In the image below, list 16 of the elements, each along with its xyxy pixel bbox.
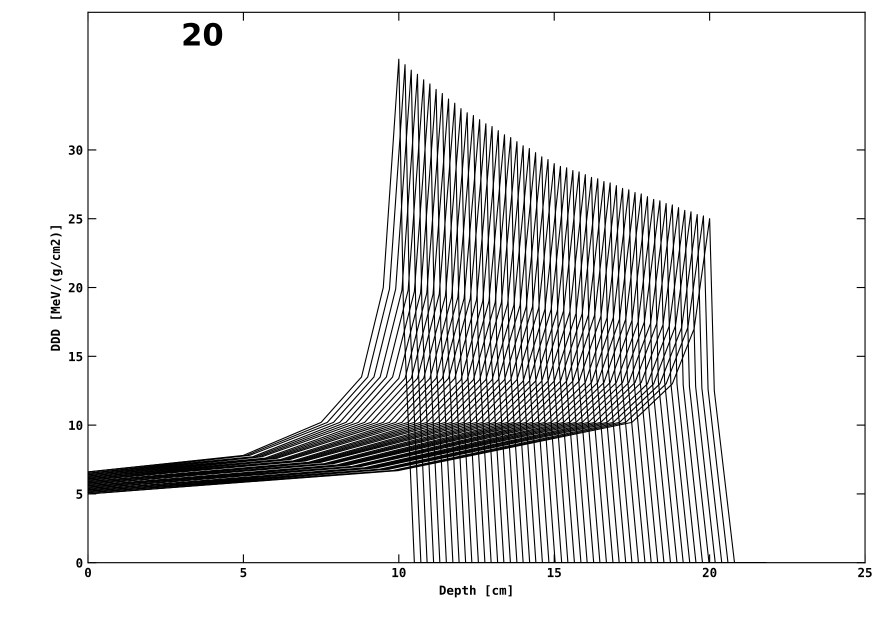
x-tick-label: 10	[392, 568, 406, 578]
y-tick-label: 20	[68, 282, 82, 292]
y-tick-label: 10	[69, 420, 82, 430]
y-axis-title: DDD [MeV/(g/cm2)]	[50, 226, 63, 351]
y-tick-label: 30	[68, 145, 82, 155]
x-tick-label: 15	[548, 568, 561, 578]
x-axis-title: Depth [cm]	[440, 585, 512, 598]
y-tick-label: 25	[68, 214, 82, 224]
x-tick-label: 20	[702, 568, 716, 578]
annotation: 20	[184, 22, 222, 46]
x-tick-label: 0	[84, 568, 92, 578]
x-tick-label: 25	[858, 568, 872, 578]
y-tick-label: 15	[69, 352, 82, 362]
x-tick-label: 5	[240, 568, 246, 578]
y-tick-label: 5	[76, 490, 82, 499]
y-tick-label: 0	[76, 558, 82, 568]
